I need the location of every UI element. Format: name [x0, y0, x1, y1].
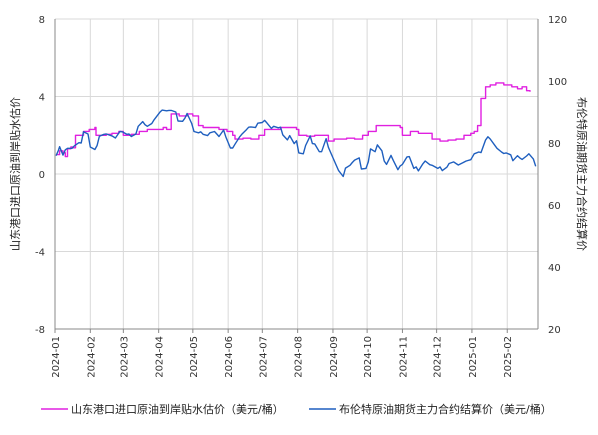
- y-right-tick-label: 100: [548, 77, 567, 88]
- x-tick-label: 2024-03: [119, 336, 130, 378]
- x-tick-label: 2024-06: [224, 336, 235, 378]
- y-left-tick-label: -8: [35, 325, 45, 336]
- y-left-tick-label: 4: [39, 93, 45, 104]
- x-tick-label: 2024-08: [294, 336, 305, 378]
- y-left-tick-label: -4: [35, 248, 45, 259]
- x-tick-label: 2025-01: [468, 336, 479, 378]
- legend-label-1: 布伦特原油期货主力合约结算价（美元/桶）: [339, 402, 552, 416]
- x-tick-label: 2024-05: [189, 336, 200, 378]
- axes: [54, 19, 539, 333]
- x-tick-label: 2024-04: [155, 336, 166, 378]
- series-layer: [55, 82, 537, 178]
- y-left-tick-label: 8: [39, 15, 45, 26]
- y-right-axis-title: 布伦特原油期货主力合约结算价: [575, 97, 589, 251]
- y-right-tick-label: 80: [548, 139, 561, 150]
- legend-item-1: 布伦特原油期货主力合约结算价（美元/桶）: [309, 402, 552, 416]
- x-tick-label: 2024-12: [433, 336, 444, 378]
- grid: [55, 18, 538, 329]
- y-right-tick-label: 60: [548, 201, 561, 212]
- x-tick-label: 2024-10: [363, 336, 374, 378]
- x-tick-label: 2025-02: [503, 336, 514, 378]
- series-line-1: [55, 109, 537, 178]
- y-right-tick-label: 120: [548, 15, 567, 26]
- y-right-tick-label: 40: [548, 263, 561, 274]
- legend-item-0: 山东港口进口原油到岸贴水估价（美元/桶）: [41, 402, 284, 416]
- legend: 山东港口进口原油到岸贴水估价（美元/桶） 布伦特原油期货主力合约结算价（美元/桶…: [41, 402, 552, 416]
- legend-label-0: 山东港口进口原油到岸贴水估价（美元/桶）: [71, 402, 284, 416]
- x-tick-label: 2024-09: [329, 336, 340, 378]
- y-left-tick-label: 0: [39, 170, 45, 181]
- x-tick-label: 2024-11: [398, 336, 409, 378]
- y-left-axis-title: 山东港口进口原油到岸贴水估价: [8, 97, 22, 251]
- x-tick-label: 2024-07: [258, 336, 269, 378]
- x-tick-label: 2024-01: [51, 336, 62, 378]
- y-right-tick-label: 20: [548, 325, 561, 336]
- x-tick-label: 2024-02: [86, 336, 97, 378]
- series-line-0: [56, 82, 531, 158]
